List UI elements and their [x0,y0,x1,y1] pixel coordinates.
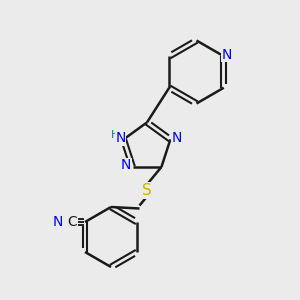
Text: H: H [111,130,119,140]
Text: N: N [121,158,131,172]
Text: N: N [172,131,182,145]
Text: S: S [142,183,152,198]
Text: N: N [53,215,63,229]
Text: N: N [222,48,232,62]
Text: C: C [68,215,77,229]
Text: N: N [116,131,126,145]
